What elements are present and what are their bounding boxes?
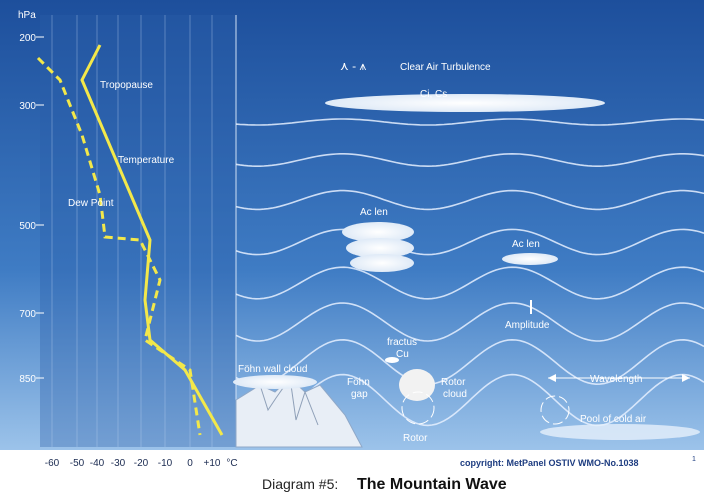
label: Ac len [512,239,540,250]
caption-title: The Mountain Wave [357,476,507,493]
temperature-label: -30 [111,458,126,469]
pressure-label: 300 [19,101,36,112]
label: Dew Point [68,198,114,209]
foehn-wall-cloud-shape [233,375,317,389]
turbulence-symbol: ⋏ - ⩚ [340,59,366,73]
ac-cloud [502,253,558,265]
label: gap [351,389,368,400]
copyright: copyright: MetPanel OSTIV WMO-No.1038 [460,458,639,468]
label: Ac len [360,207,388,218]
temperature-label: -40 [90,458,105,469]
label: Clear Air Turbulence [400,62,491,73]
footnote-mark: 1 [692,456,696,463]
label: Pool of cold air [580,414,647,425]
temperature-label: -20 [134,458,149,469]
ac-cloud [350,254,414,272]
label: Rotor [441,377,466,388]
temperature-label: -60 [45,458,60,469]
label: Ci, Cs [420,89,447,100]
label: Tropopause [100,80,153,91]
label: Temperature [118,155,175,166]
pressure-label: 700 [19,309,36,320]
cirrus-cloud [325,94,605,112]
cold-pool [540,424,700,440]
temperature-label: -50 [70,458,85,469]
pressure-unit: hPa [18,10,36,21]
temperature-label: 0 [187,458,193,469]
temperature-label: -10 [158,458,173,469]
caption-prefix: Diagram #5: [262,476,338,492]
label: fractus [387,337,417,348]
label: Wavelength [590,374,642,385]
diagram: hPa Tropopause Temperature Dew Point Cle… [0,0,704,495]
pressure-label: 200 [19,33,36,44]
temperature-unit: °C [226,458,237,469]
label: Föhn [347,377,370,388]
label: Föhn wall cloud [238,364,307,375]
rotor-cloud-shape [399,369,435,401]
pressure-label: 850 [19,374,36,385]
label: cloud [443,389,467,400]
label: Cu [396,349,409,360]
label: Amplitude [505,320,550,331]
pressure-label: 500 [19,221,36,232]
label: Rotor [403,433,428,444]
temperature-label: +10 [204,458,221,469]
